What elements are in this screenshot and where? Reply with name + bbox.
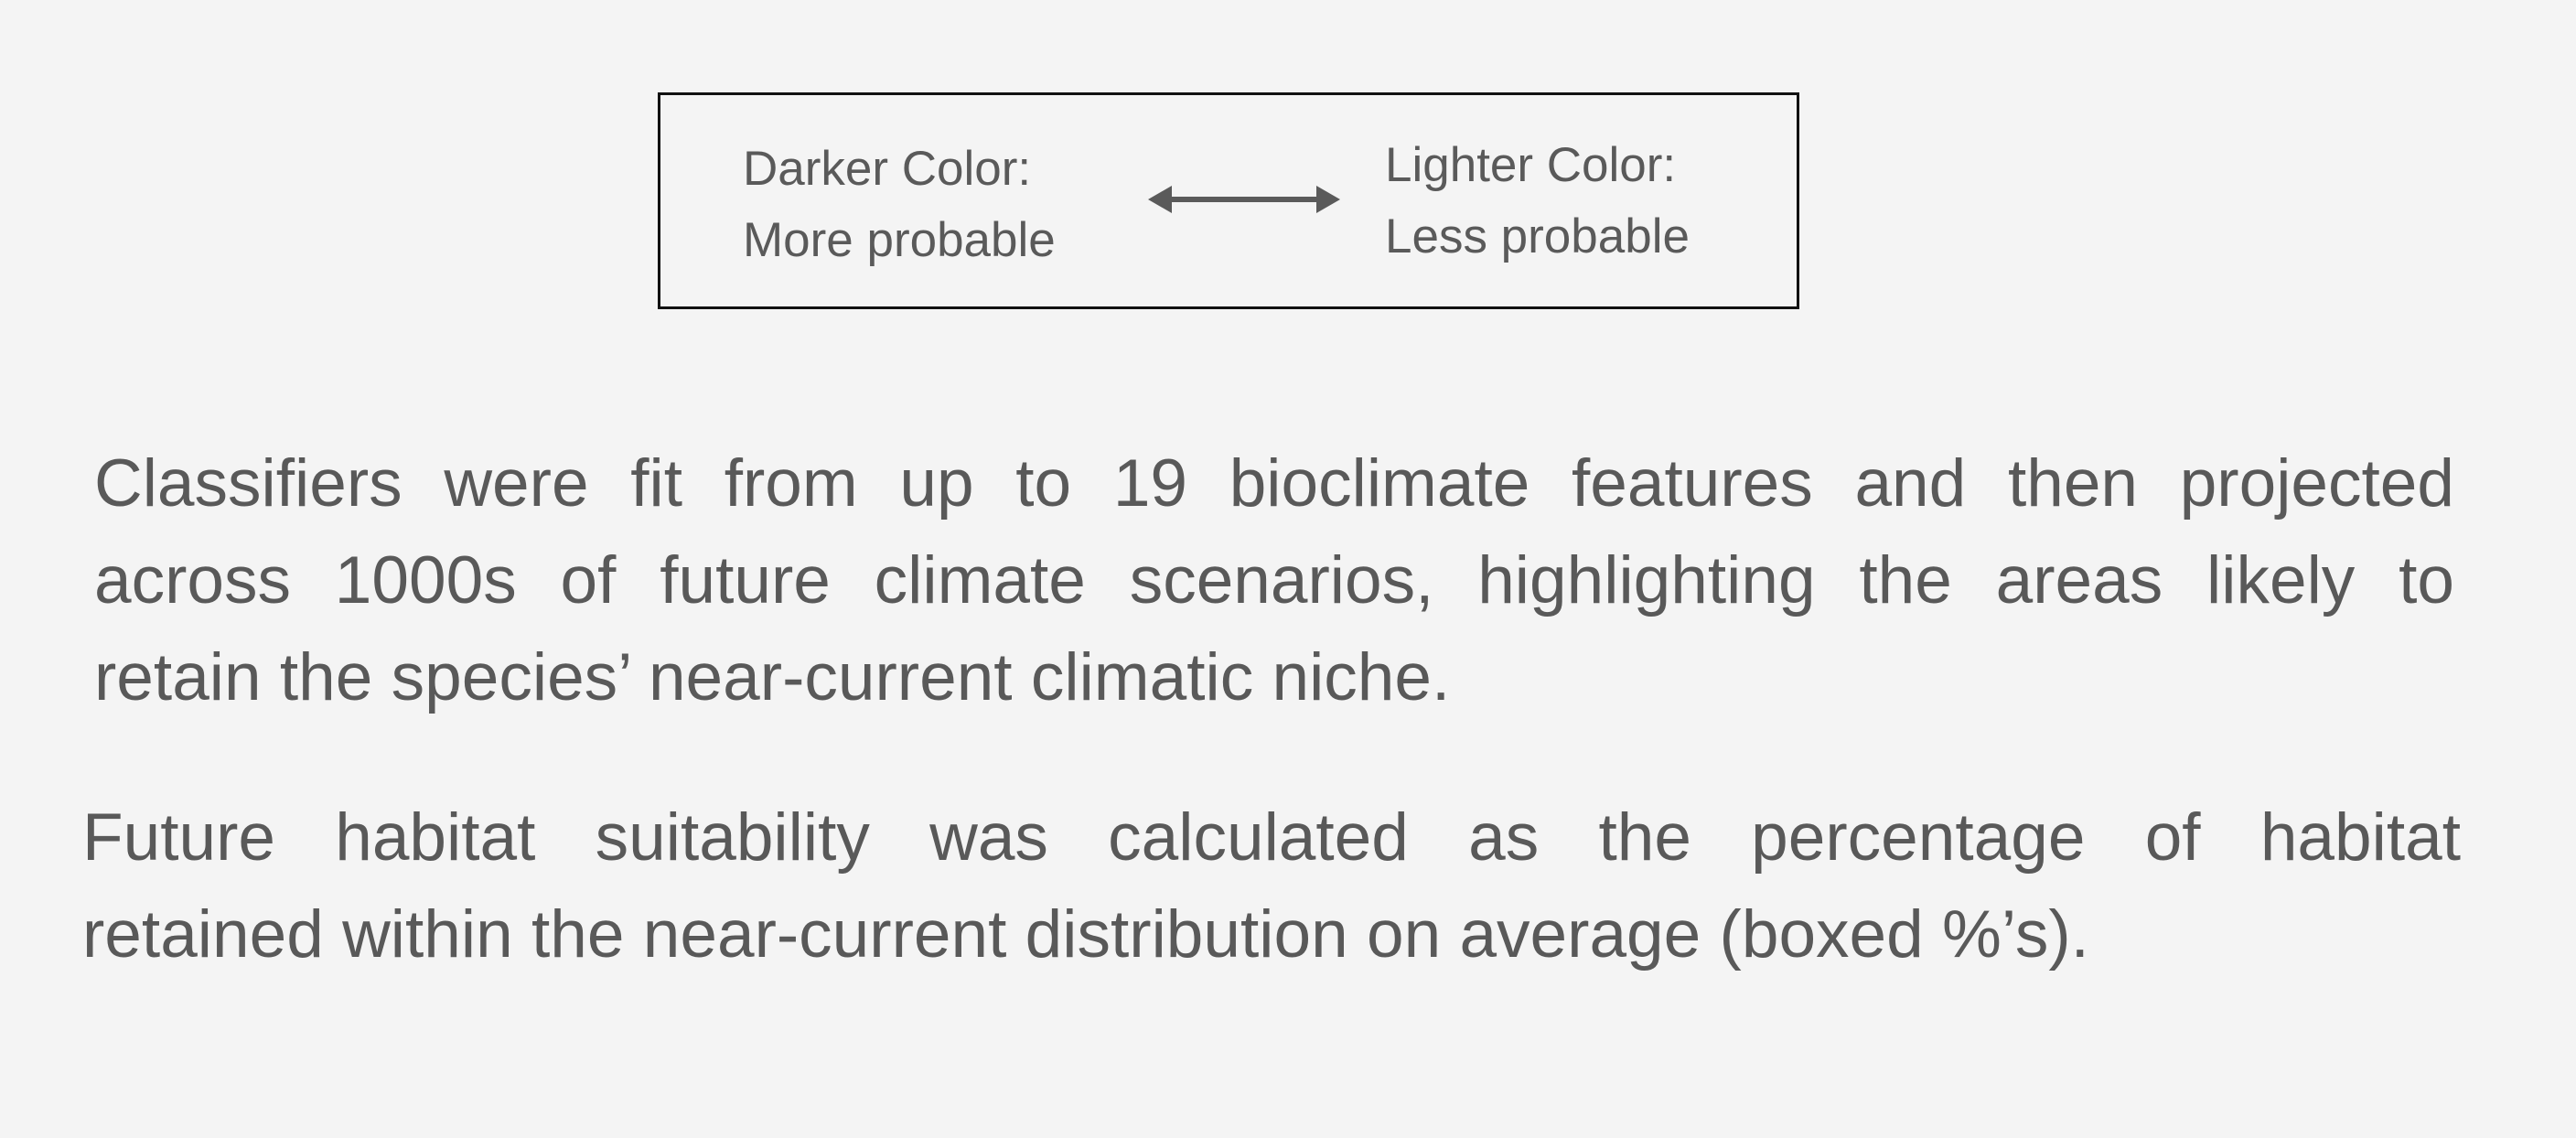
methods-line-2: across 1000s of future climate scenarios… — [94, 543, 2454, 617]
legend-darker-title: Darker Color: — [743, 142, 1032, 196]
legend-darker-meaning: More probable — [743, 213, 1056, 267]
methods-line-3: retain the species’ near-current climati… — [94, 640, 1451, 714]
legend-lighter: Lighter Color: Less probable — [1385, 130, 1690, 273]
double-arrow-icon — [1148, 186, 1340, 213]
color-legend-box: Darker Color: More probable Lighter Colo… — [658, 92, 1799, 309]
suitability-paragraph: Future habitat suitability was calculate… — [82, 789, 2461, 983]
methods-line-1: Classifiers were fit from up to 19 biocl… — [94, 446, 2454, 521]
methods-paragraph: Classifiers were fit from up to 19 biocl… — [94, 435, 2454, 726]
suitability-line-2: retained within the near-current distrib… — [82, 897, 2089, 972]
suitability-line-1: Future habitat suitability was calculate… — [82, 800, 2461, 875]
legend-lighter-title: Lighter Color: — [1385, 138, 1677, 192]
legend-lighter-meaning: Less probable — [1385, 209, 1690, 263]
legend-darker: Darker Color: More probable — [743, 134, 1056, 276]
